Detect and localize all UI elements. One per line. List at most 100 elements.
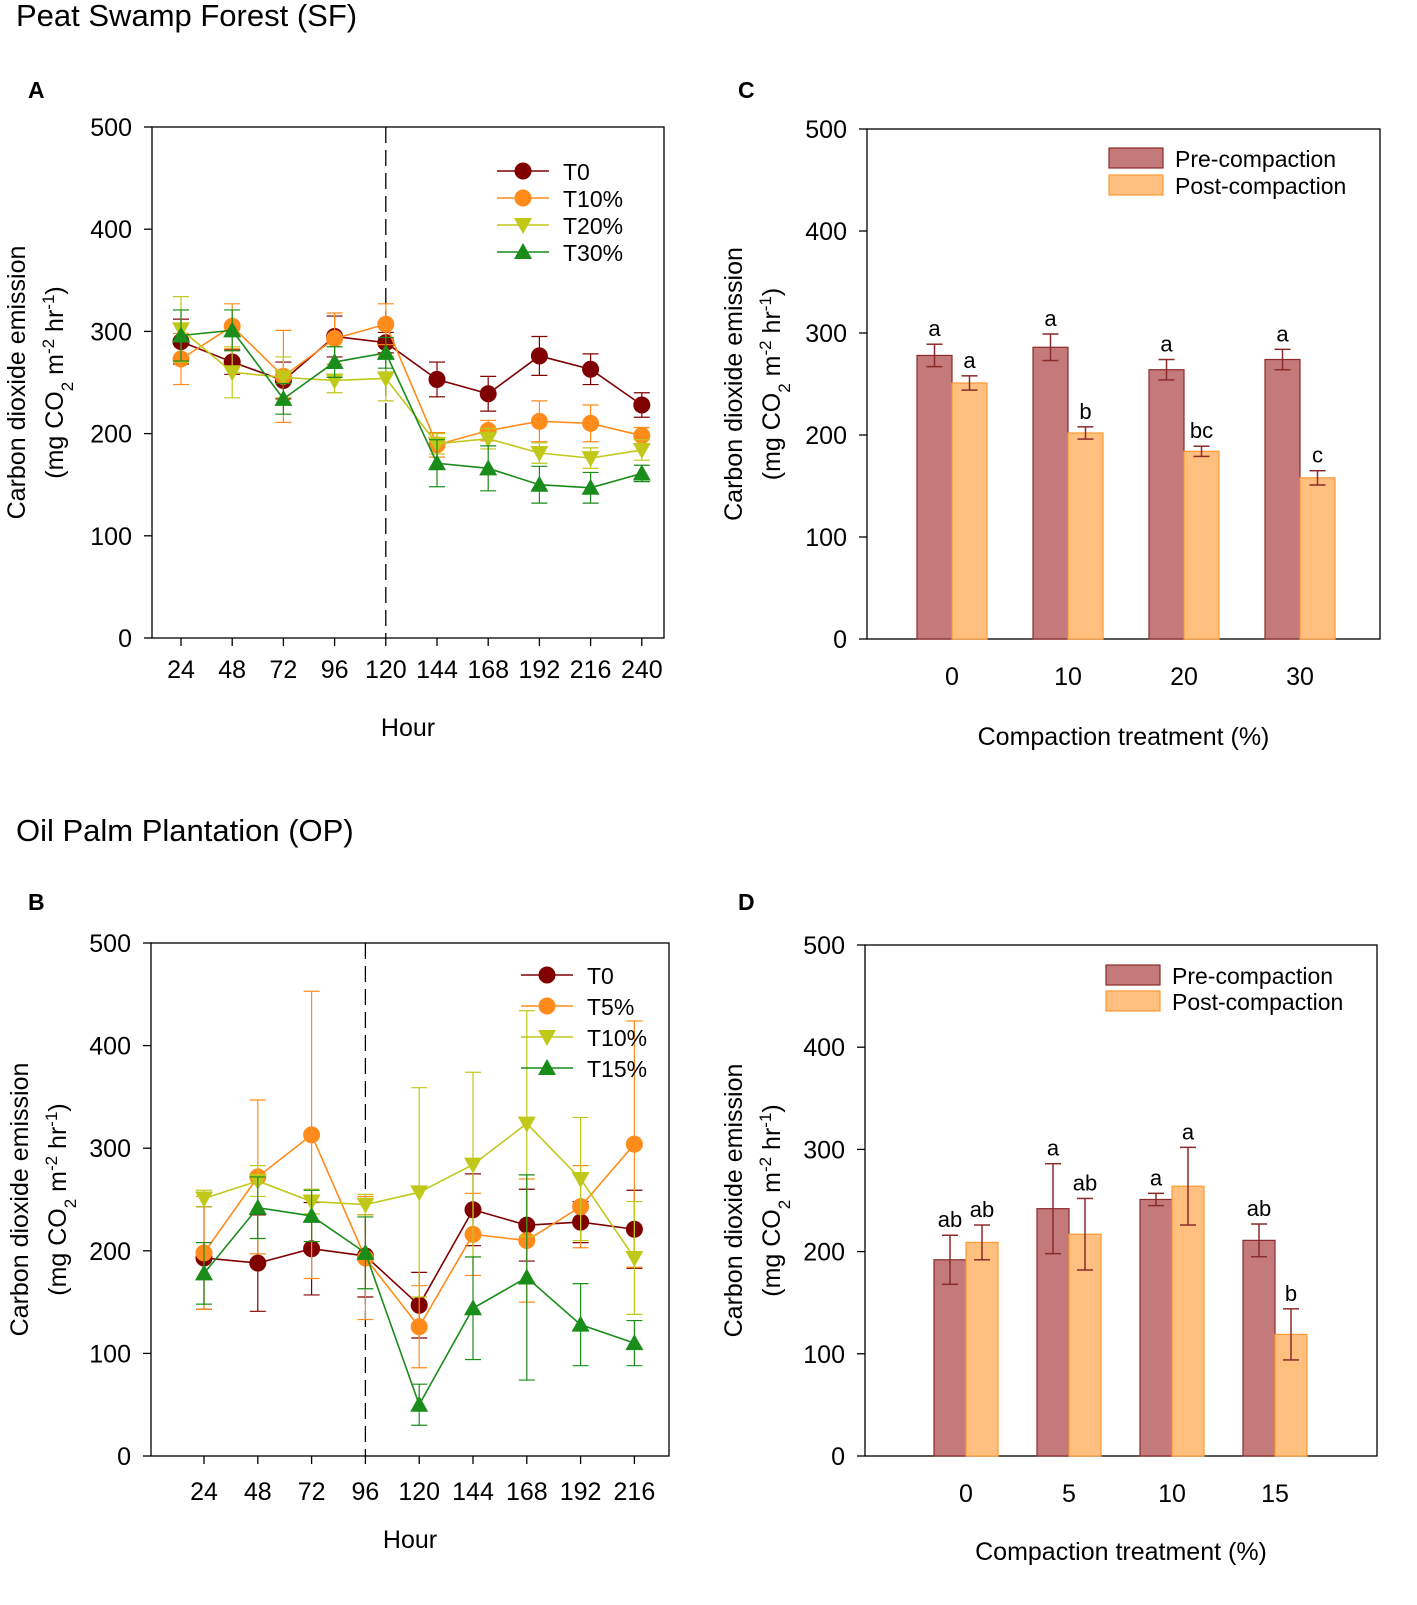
panel-c-xlabel: Compaction treatment (%) <box>978 723 1270 751</box>
panel-a-xtick-label: 72 <box>269 656 297 684</box>
panel-b-legend-marker <box>538 1030 556 1046</box>
panel-d-panel-letter: D <box>738 889 755 915</box>
panel-a-series-2 <box>172 296 651 469</box>
panel-b-data-point <box>195 1191 213 1208</box>
panel-a-xtick-label: 48 <box>218 656 246 684</box>
panel-a-data-point <box>479 385 497 403</box>
panel-a-legend-marker <box>514 189 532 207</box>
panel-a-ytick-label: 0 <box>118 625 132 653</box>
panel-a: 0 100 200 300 400 500 Carbon dioxide emission (… <box>3 77 665 742</box>
panel-c-xtick-label: 10 <box>1054 663 1082 691</box>
panel-b-data-point <box>464 1299 482 1316</box>
panel-a-data-point <box>376 343 395 360</box>
panel-a-data-point <box>326 330 344 348</box>
panel-a-ytick-label: 300 <box>90 318 132 346</box>
panel-a-xtick-label: 144 <box>416 656 458 684</box>
panel-b: 0 100 200 300 400 500 Carbon dioxide emission (… <box>6 889 670 1554</box>
panel-b-xtick-label: 120 <box>398 1478 440 1506</box>
panel-a-xtick-label: 192 <box>519 656 561 684</box>
panel-a-series-line <box>180 328 642 459</box>
panel-b-data-point <box>517 1116 536 1133</box>
panel-a-xtick-label: 24 <box>167 656 195 684</box>
panel-c-bar-pre <box>1264 358 1301 640</box>
panel-b-legend-label: T15% <box>587 1056 647 1082</box>
panel-a-data-point <box>223 321 242 338</box>
panel-a-plot-frame <box>151 126 665 639</box>
panel-b-data-point <box>356 1243 375 1260</box>
panel-d-plot-frame <box>864 944 1378 1457</box>
panel-c-legend-swatch <box>1108 147 1164 169</box>
section-title-sf: Peat Swamp Forest (SF) <box>16 0 358 33</box>
panel-a-ytick-label: 400 <box>90 216 132 244</box>
panel-a-data-point <box>325 353 344 370</box>
panel-d-xtick-label: 0 <box>959 1480 973 1508</box>
panel-b-xtick-label: 96 <box>351 1478 379 1506</box>
panel-c-xtick-label: 20 <box>1170 663 1198 691</box>
panel-b-ylabel-line1: Carbon dioxide emission <box>6 1063 34 1337</box>
panel-a-data-point <box>581 478 600 495</box>
panel-c-xtick-label: 0 <box>945 663 959 691</box>
panel-c-ytick-label: 300 <box>805 320 847 348</box>
panel-b-data-point <box>625 1334 644 1351</box>
panel-a-legend-label: T0 <box>563 159 590 185</box>
panel-b-legend-label: T5% <box>587 994 634 1020</box>
panel-a-data-point <box>274 389 293 406</box>
panel-b-xtick-label: 192 <box>560 1478 602 1506</box>
panel-a-data-point <box>376 371 395 388</box>
panel-a-data-point <box>582 360 600 378</box>
panel-b-panel-letter: B <box>28 889 45 915</box>
panel-b-legend-label: T10% <box>587 1025 647 1051</box>
panel-b-legend-label: T0 <box>587 963 614 989</box>
panel-b-xtick-label: 72 <box>298 1478 326 1506</box>
panel-d-ytick-label: 400 <box>803 1034 845 1062</box>
panel-b-data-point <box>410 1185 429 1202</box>
panel-a-series-1 <box>172 303 651 458</box>
panel-b-data-point <box>303 1126 321 1144</box>
panel-b-xlabel: Hour <box>383 1526 437 1554</box>
panel-b-data-point <box>410 1395 429 1412</box>
panel-b-ytick-label: 400 <box>89 1033 131 1061</box>
panel-c-significance-label: c <box>1312 443 1323 468</box>
panel-a-xlabel: Hour <box>381 714 435 742</box>
panel-d-bar-post <box>1171 1185 1205 1457</box>
panel-d-legend-swatch <box>1105 990 1161 1012</box>
panel-a-data-point <box>223 365 242 382</box>
panel-a-ytick-label: 200 <box>90 421 132 449</box>
panel-c-significance-label: a <box>963 348 976 373</box>
panel-c-significance-label: a <box>1160 332 1173 357</box>
panel-b-data-point <box>356 1197 375 1214</box>
panel-a-legend-marker <box>514 162 532 180</box>
panel-d-significance-label: a <box>1150 1165 1163 1190</box>
panel-d-xtick-label: 15 <box>1261 1480 1289 1508</box>
panel-a-xtick-label: 240 <box>621 656 663 684</box>
panel-a-xtick-label: 168 <box>467 656 509 684</box>
panel-c-plot-frame <box>866 128 1381 640</box>
panel-c-panel-letter: C <box>738 77 755 103</box>
panel-c-significance-label: b <box>1079 399 1091 424</box>
panel-b-ytick-label: 100 <box>89 1340 131 1368</box>
panel-a-xtick-label: 96 <box>321 656 349 684</box>
panel-c-ytick-label: 500 <box>805 116 847 144</box>
panel-a-data-point <box>530 412 548 430</box>
panel-a-xtick-label: 120 <box>365 656 407 684</box>
panel-b-series-3 <box>195 1174 644 1426</box>
panel-d-significance-label: ab <box>938 1207 962 1232</box>
panel-c-ytick-label: 400 <box>805 218 847 246</box>
panel-a-data-point <box>632 442 651 459</box>
panel-c-ylabel-line1: Carbon dioxide emission <box>720 247 748 521</box>
panel-a-legend-label: T10% <box>563 186 623 212</box>
panel-b-plot-frame <box>150 942 670 1457</box>
panel-c-bar-pre <box>1032 346 1069 640</box>
panel-a-legend-marker <box>514 243 532 259</box>
panel-c-legend-label: Post-compaction <box>1175 173 1346 199</box>
panel-d-ytick-label: 500 <box>803 932 845 960</box>
panel-d-xtick-label: 10 <box>1158 1480 1186 1508</box>
panel-a-data-point <box>428 370 446 388</box>
panel-d-ytick-label: 300 <box>803 1136 845 1164</box>
panel-c-ytick-label: 0 <box>833 626 847 654</box>
panel-a-legend-label: T30% <box>563 240 623 266</box>
